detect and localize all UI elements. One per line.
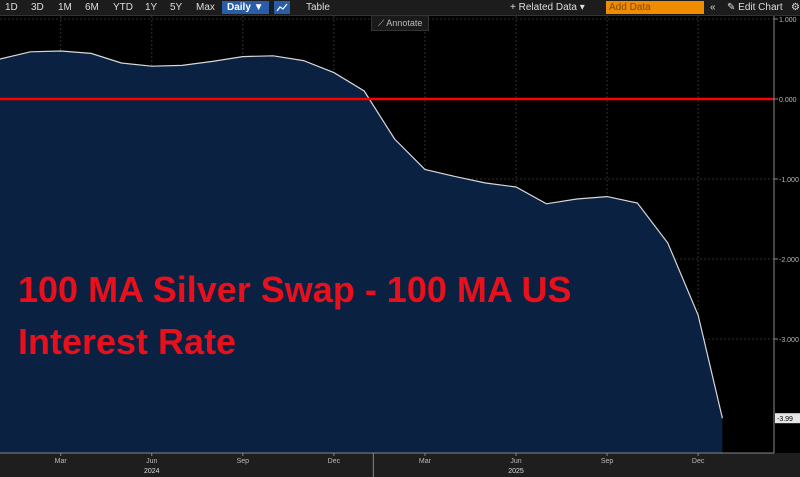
range-3d-button[interactable]: 3D (31, 2, 44, 13)
x-tick-label: Dec (328, 458, 341, 465)
collapse-icon[interactable]: « (710, 2, 716, 13)
annotate-button[interactable]: ⟋ Annotate (371, 15, 430, 31)
edit-chart-button[interactable]: ✎ Edit Chart (727, 2, 783, 13)
x-tick-label: Dec (692, 458, 705, 465)
add-data-input[interactable] (606, 1, 704, 14)
settings-icon[interactable]: ⚙ (791, 2, 800, 13)
y-tick-label: 0.000 (779, 97, 797, 104)
y-tick-label: -2.000 (779, 257, 799, 264)
tick-labels: 1.000 0.000 -1.000 -2.000 -3.000 Mar Jun Sep Dec… (55, 17, 800, 475)
interval-dropdown[interactable]: Daily ▼ (222, 1, 269, 14)
table-button[interactable]: Table (306, 2, 330, 13)
y-tick-label: 1.000 (779, 17, 797, 24)
range-1y-button[interactable]: 1Y (145, 2, 158, 13)
x-axis-band (0, 453, 800, 477)
series-area (0, 51, 723, 453)
range-max-button[interactable]: Max (196, 2, 215, 13)
x-tick-label: Jun (510, 458, 521, 465)
x-tick-label: Sep (237, 458, 250, 465)
year-label: 2024 (144, 468, 160, 475)
range-5y-button[interactable]: 5Y (170, 2, 183, 13)
y-tick-label: -3.000 (779, 337, 799, 344)
last-value-badge (775, 413, 800, 424)
series-line (0, 50, 723, 419)
range-ytd-button[interactable]: YTD (113, 2, 133, 13)
y-tick-label: -1.000 (779, 177, 799, 184)
chart-title-overlay: 100 MA Silver Swap - 100 MA US Interest … (18, 269, 572, 362)
x-tick-label: Mar (419, 458, 432, 465)
last-value-label: -3.99 (777, 416, 793, 423)
range-6m-button[interactable]: 6M (85, 2, 99, 13)
chart-toolbar: 1D 3D 1M 6M YTD 1Y 5Y Max Daily ▼ Table … (0, 0, 800, 16)
line-chart-icon[interactable] (274, 1, 290, 14)
chart-area: 1.000 0.000 -1.000 -2.000 -3.000 Mar Jun Sep Dec… (0, 16, 800, 477)
range-1m-button[interactable]: 1M (58, 2, 72, 13)
x-tick-label: Mar (55, 458, 68, 465)
x-tick-label: Sep (601, 458, 614, 465)
related-data-button[interactable]: + Related Data ▾ (510, 2, 585, 13)
x-tick-label: Jun (146, 458, 157, 465)
range-1d-button[interactable]: 1D (5, 2, 18, 13)
year-label: 2025 (508, 468, 524, 475)
axes (0, 16, 800, 477)
